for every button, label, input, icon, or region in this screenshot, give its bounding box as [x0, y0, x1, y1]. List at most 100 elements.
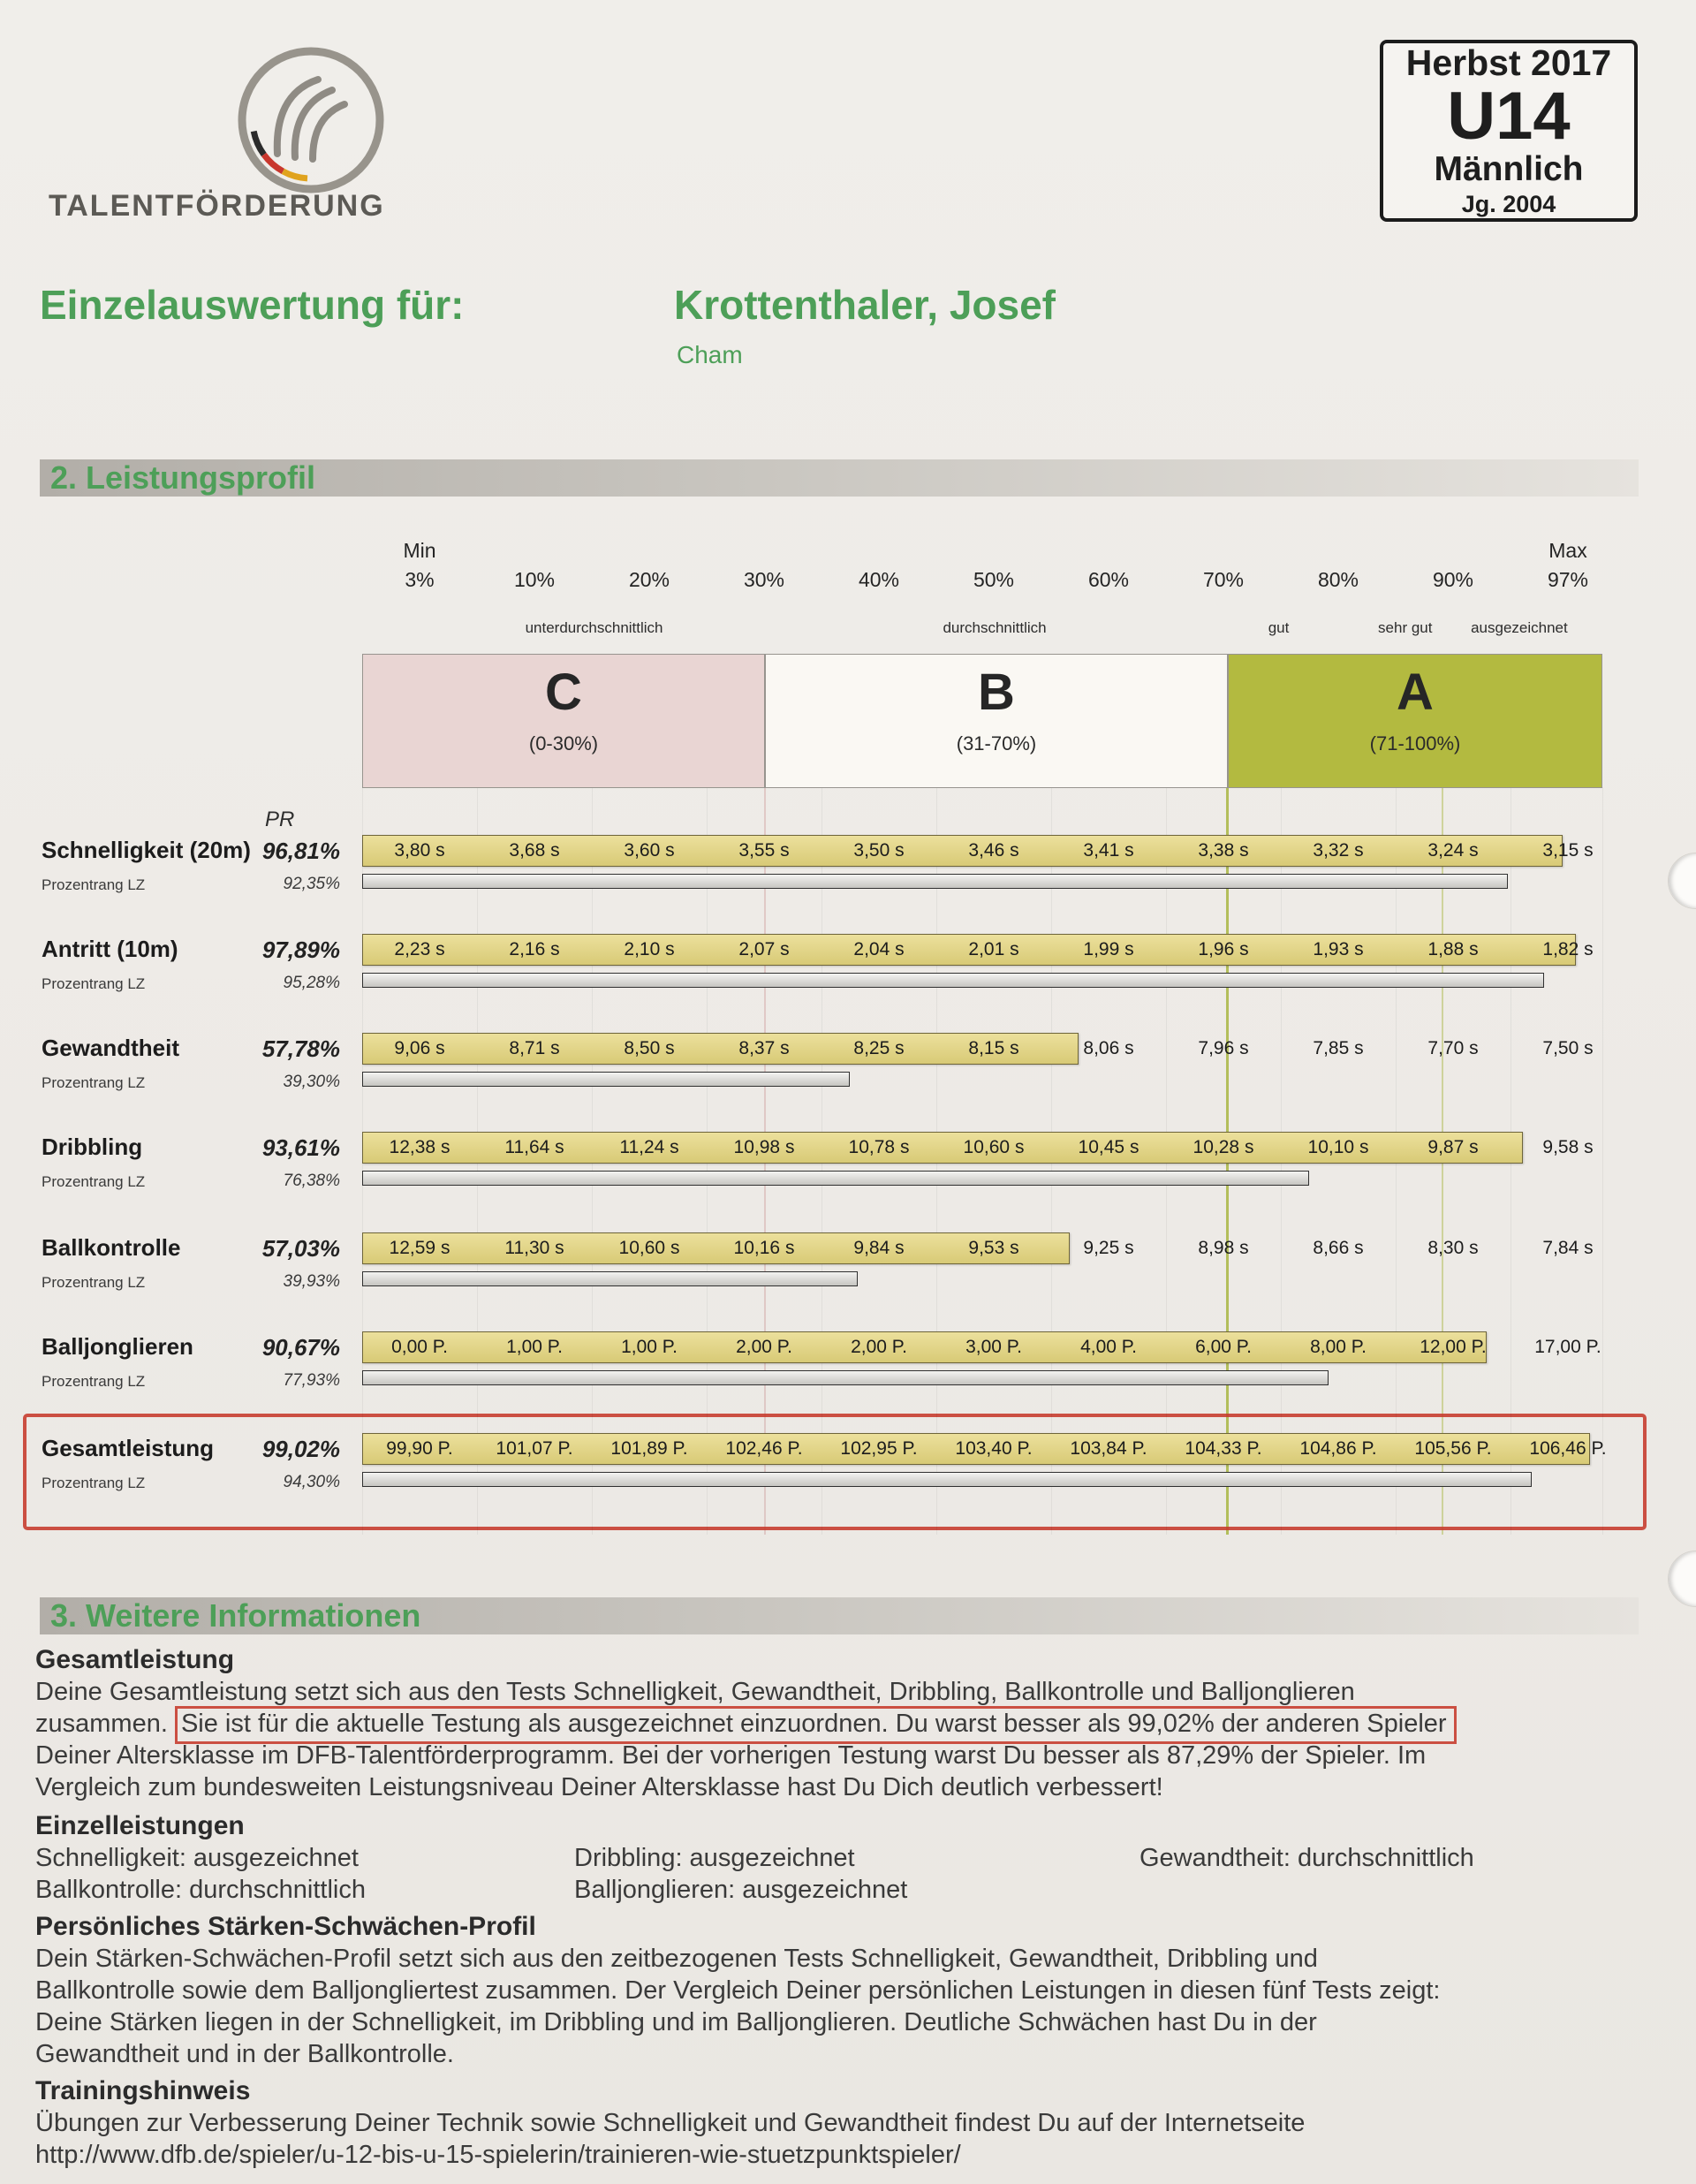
bar-value: 101,07 P.	[496, 1438, 573, 1459]
scale-tick: 40%	[858, 568, 900, 591]
lz-bar	[362, 1271, 858, 1286]
bar-value: 102,95 P.	[840, 1438, 918, 1459]
bar-value: 6,00 P.	[1195, 1337, 1252, 1357]
pr-value: 57,78%	[261, 1035, 340, 1062]
bar-value: 3,55 s	[738, 840, 790, 861]
bar-value: 10,45 s	[1078, 1137, 1140, 1157]
bar-value: 3,50 s	[853, 840, 905, 861]
trainingshinweis-url[interactable]: http://www.dfb.de/spieler/u-12-bis-u-15-…	[35, 2141, 961, 2169]
zone-letter: C	[545, 664, 582, 721]
test-name-label: Ballkontrolle	[42, 1234, 181, 1261]
section-title-leistungsprofil: 2. Leistungsprofil	[50, 459, 316, 496]
einzelleistungen-heading: Einzelleistungen	[35, 1811, 245, 1840]
lz-bar	[362, 874, 1508, 889]
lz-label: Prozentrang LZ	[42, 876, 146, 893]
pr-value: 97,89%	[261, 937, 340, 963]
pr-value: 90,67%	[261, 1334, 340, 1361]
profil-line-1: Dein Stärken-Schwächen-Profil setzt sich…	[35, 1945, 1318, 1973]
bar-value: 1,88 s	[1427, 939, 1479, 959]
section-band-weitere-informationen: 3. Weitere Informationen	[40, 1597, 1639, 1634]
bar-value: 2,00 P.	[736, 1337, 792, 1357]
bar-value: 8,66 s	[1313, 1238, 1364, 1258]
bar-value: 11,64 s	[504, 1137, 564, 1157]
scale-max-label: Max	[1548, 539, 1587, 562]
player-name: Krottenthaler, Josef	[674, 282, 1056, 328]
bar-value: 2,16 s	[509, 939, 560, 959]
lz-bar	[362, 1072, 850, 1087]
scale-tick: 20%	[628, 568, 670, 591]
bar-value: 101,89 P.	[610, 1438, 688, 1459]
gesamtleistung-line-2: zusammen. Sie ist für die aktuelle Testu…	[35, 1706, 1457, 1744]
gesamtleistung-line-4: Vergleich zum bundesweiten Leistungsnive…	[35, 1773, 1163, 1801]
bar-value: 10,60 s	[618, 1238, 680, 1258]
gender-label: Männlich	[1434, 149, 1584, 188]
bar-value: 10,78 s	[848, 1137, 910, 1157]
bar-value: 8,00 P.	[1310, 1337, 1367, 1357]
bar-value: 99,90 P.	[386, 1438, 453, 1459]
test-name-label: Balljonglieren	[42, 1333, 193, 1360]
lz-value: 39,93%	[283, 1272, 340, 1291]
highlight-box-gesamtleistung	[23, 1414, 1647, 1530]
lz-value: 94,30%	[283, 1473, 340, 1491]
dfb-eagle-emblem-icon	[238, 47, 384, 193]
gesamtleistung-line-3: Deiner Altersklasse im DFB-Talentförderp…	[35, 1741, 1427, 1770]
einzelleistung-dribbling: Dribbling: ausgezeichnet	[574, 1844, 855, 1872]
bar-value: 3,80 s	[394, 840, 445, 861]
profil-line-3: Deine Stärken liegen in der Schnelligkei…	[35, 2008, 1317, 2036]
zone-range: (0-30%)	[528, 732, 599, 755]
bar-value: 11,24 s	[619, 1137, 679, 1157]
bar-value: 9,58 s	[1542, 1137, 1594, 1157]
test-name-label: Antritt (10m)	[42, 936, 178, 962]
scale-tick: 70%	[1202, 568, 1245, 591]
season-info-box: Herbst 2017 U14 Männlich Jg. 2004	[1380, 40, 1638, 222]
zone-a: A (71-100%)	[1228, 654, 1602, 788]
scale-tick: 10%	[513, 568, 556, 591]
pr-value: 96,81%	[261, 838, 340, 864]
profil-line-4: Gewandtheit und in der Ballkontrolle.	[35, 2040, 454, 2068]
pr-bar	[362, 934, 1576, 966]
profil-heading: Persönliches Stärken-Schwächen-Profil	[35, 1912, 536, 1941]
lz-value: 39,30%	[283, 1073, 340, 1091]
bar-value: 9,84 s	[853, 1238, 905, 1258]
zone-b: B (31-70%)	[765, 654, 1228, 788]
scale-tick: 80%	[1317, 568, 1359, 591]
bar-value: 10,16 s	[733, 1238, 795, 1258]
bar-value: 8,71 s	[509, 1038, 560, 1058]
test-name-label: Gewandtheit	[42, 1035, 180, 1061]
bar-value: 8,15 s	[968, 1038, 1019, 1058]
bar-value: 10,28 s	[1192, 1137, 1254, 1157]
bar-value: 103,84 P.	[1070, 1438, 1147, 1459]
rating-label: ausgezeichnet	[1471, 619, 1568, 636]
pr-bar	[362, 1433, 1590, 1465]
bar-value: 7,70 s	[1427, 1038, 1479, 1058]
program-title: TALENTFÖRDERUNG	[49, 189, 385, 223]
highlight-box-rating-sentence: Sie ist für die aktuelle Testung als aus…	[174, 1706, 1457, 1744]
bar-value: 3,15 s	[1542, 840, 1594, 861]
rating-label: gut	[1268, 619, 1290, 636]
bar-value: 3,32 s	[1313, 840, 1364, 861]
grid-line	[1602, 787, 1603, 1535]
bar-value: 106,46 P.	[1529, 1438, 1607, 1459]
lz-value: 95,28%	[283, 974, 340, 992]
bar-value: 3,41 s	[1083, 840, 1134, 861]
bar-value: 9,87 s	[1427, 1137, 1479, 1157]
lz-label: Prozentrang LZ	[42, 1173, 146, 1190]
scale-tick: 50%	[973, 568, 1015, 591]
bar-value: 104,33 P.	[1185, 1438, 1262, 1459]
profil-line-2: Ballkontrolle sowie dem Balljongliertest…	[35, 1976, 1441, 2005]
bar-value: 8,98 s	[1198, 1238, 1249, 1258]
pr-bar	[362, 1132, 1523, 1164]
lz-value: 92,35%	[283, 875, 340, 893]
pr-value: 99,02%	[261, 1436, 340, 1462]
zone-letter: B	[978, 664, 1015, 721]
rating-label: durchschnittlich	[943, 619, 1047, 636]
bar-value: 8,37 s	[738, 1038, 790, 1058]
dfb-logo	[231, 41, 390, 200]
bar-value: 1,00 P.	[621, 1337, 678, 1357]
scale-tick: 90%	[1432, 568, 1474, 591]
bar-value: 3,38 s	[1198, 840, 1249, 861]
bar-value: 9,53 s	[968, 1238, 1019, 1258]
zone-range: (31-70%)	[956, 732, 1037, 755]
section-title-weitere-informationen: 3. Weitere Informationen	[50, 1597, 421, 1634]
